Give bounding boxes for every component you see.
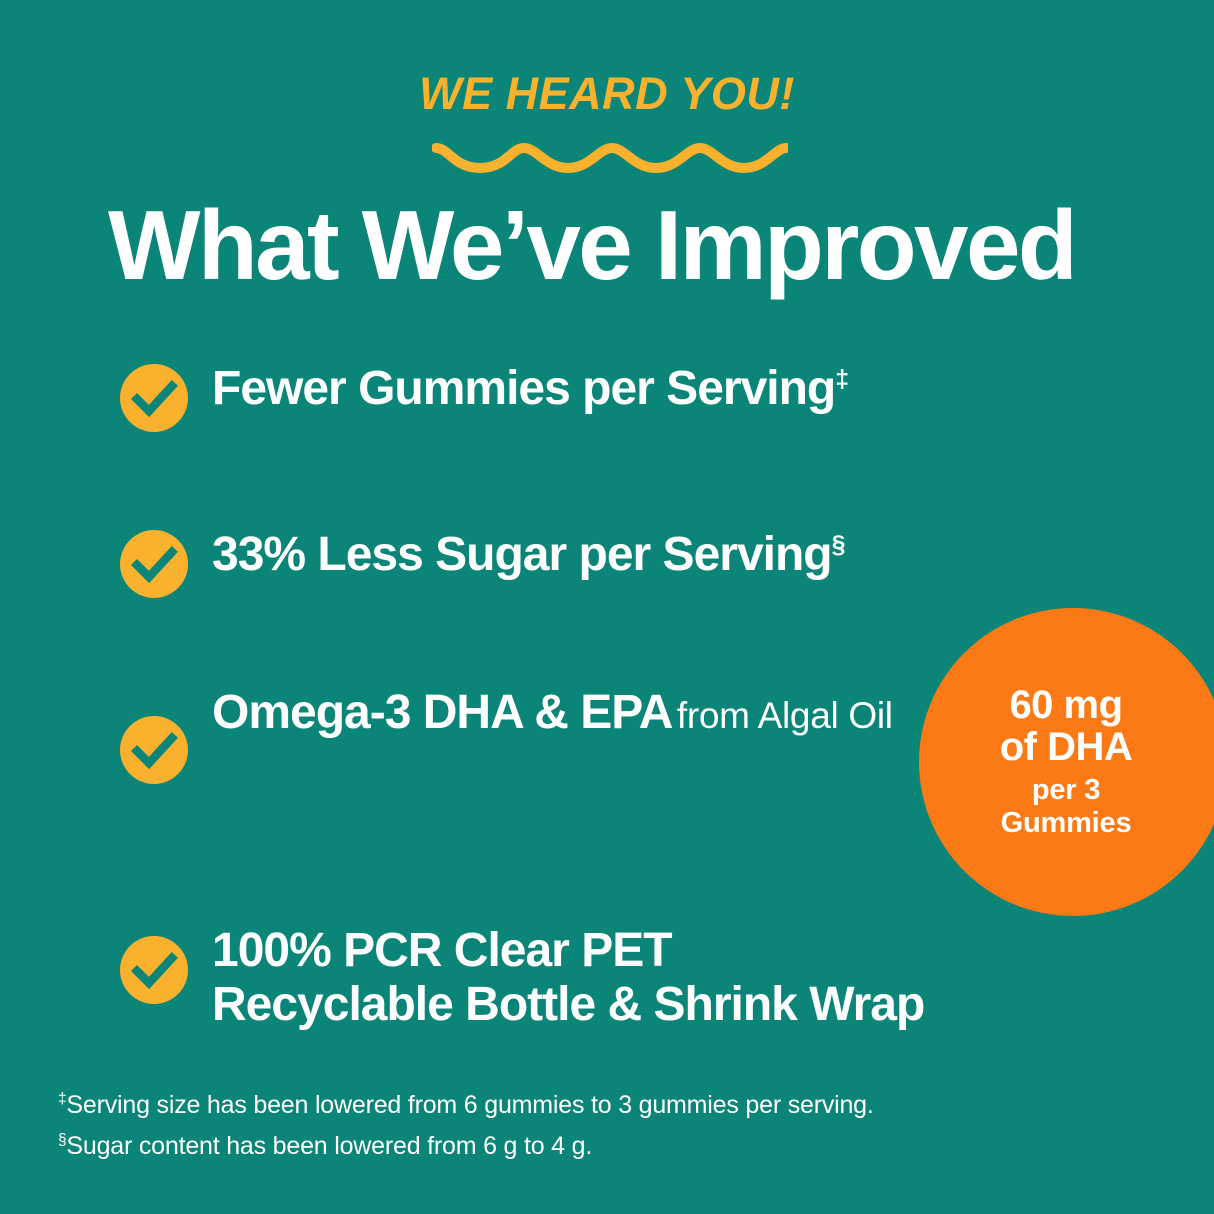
- check-circle-icon: [120, 530, 188, 598]
- benefit-item-recyclable-packaging: 100% PCR Clear PET Recyclable Bottle & S…: [120, 924, 1214, 1032]
- footnote-marker: ‡: [835, 365, 849, 393]
- eyebrow-heading: WE HEARD YOU!: [419, 68, 795, 119]
- check-circle-icon: [120, 936, 188, 1004]
- benefit-label: Fewer Gummies per Serving‡: [212, 362, 849, 415]
- benefit-sublabel: from Algal Oil: [676, 695, 893, 736]
- benefit-text: 100% PCR Clear PET Recyclable Bottle & S…: [212, 924, 1214, 1032]
- badge-amount: 60 mg: [1009, 682, 1123, 727]
- check-circle-icon: [120, 364, 188, 432]
- footnote-text: Serving size has been lowered from 6 gum…: [66, 1091, 874, 1119]
- benefit-item-less-sugar: 33% Less Sugar per Serving§: [120, 528, 845, 598]
- footnote-sugar-content: §Sugar content has been lowered from 6 g…: [58, 1126, 874, 1167]
- footnote-marker: ‡: [58, 1090, 67, 1108]
- footnote-marker: §: [58, 1131, 67, 1149]
- benefit-item-fewer-gummies: Fewer Gummies per Serving‡: [120, 362, 849, 432]
- benefit-text: Fewer Gummies per Serving‡: [212, 362, 849, 415]
- benefit-label: 33% Less Sugar per Serving§: [212, 528, 845, 581]
- page-title: What We’ve Improved: [108, 190, 1078, 300]
- check-circle-icon: [120, 716, 188, 784]
- benefit-label-line-1: 100% PCR Clear PET: [212, 924, 673, 977]
- footnote-serving-size: ‡Serving size has been lowered from 6 gu…: [58, 1085, 874, 1126]
- footnote-marker: §: [831, 531, 846, 559]
- badge-serving-unit: Gummies: [1000, 806, 1132, 839]
- benefit-label-line-2: Recyclable Bottle & Shrink Wrap: [212, 977, 925, 1031]
- benefit-text: 33% Less Sugar per Serving§: [212, 528, 845, 581]
- footnote-text: Sugar content has been lowered from 6 g …: [66, 1132, 593, 1161]
- footnotes: ‡Serving size has been lowered from 6 gu…: [58, 1085, 874, 1168]
- dha-amount-badge: 60 mg of DHA per 3 Gummies: [919, 608, 1214, 916]
- badge-nutrient: of DHA: [999, 724, 1133, 769]
- benefit-item-omega-3: Omega-3 DHA & EPA from Algal Oil: [120, 686, 893, 784]
- wavy-divider-icon: [431, 136, 791, 180]
- badge-serving-count: per 3: [1031, 774, 1101, 807]
- benefit-label: Omega-3 DHA & EPA: [212, 686, 673, 739]
- benefit-text: Omega-3 DHA & EPA from Algal Oil: [212, 686, 893, 739]
